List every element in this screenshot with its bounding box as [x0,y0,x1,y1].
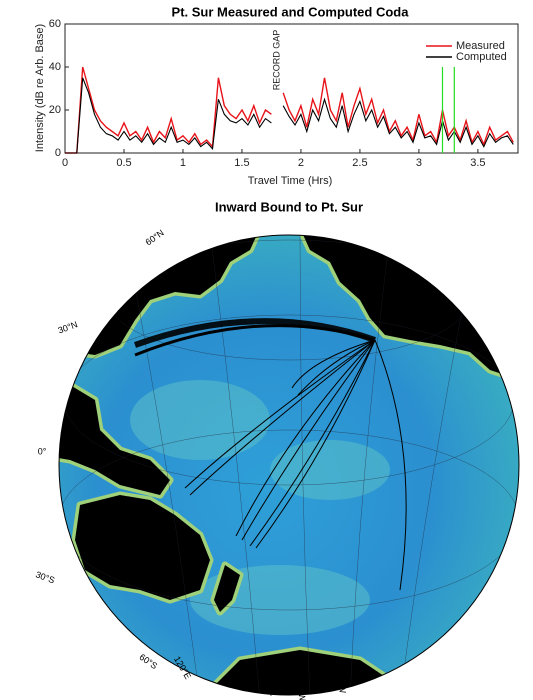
legend-label: Computed [456,51,507,63]
graticule-label: 60°S [137,652,159,671]
y-tick-label: 60 [49,18,61,30]
series-line [65,66,514,154]
graticule-label: 0° [38,446,47,456]
x-tick-label: 1 [180,157,186,169]
map-title: Inward Bound to Pt. Sur [215,199,363,214]
x-tick-label: 3 [416,157,422,169]
globe [59,235,519,695]
x-tick-label: 2 [298,157,304,169]
graticule-label: 30°S [34,569,56,585]
annotation: RECORD GAP [272,30,282,91]
chart-title: Pt. Sur Measured and Computed Coda [172,4,410,19]
x-tick-label: 0 [62,157,68,169]
graticule-label: 180°W [293,674,308,700]
series-line [65,77,514,154]
legend-label: Measured [456,40,505,52]
y-tick-label: 0 [55,147,61,159]
graticule-label: 30°N [57,319,79,335]
y-axis-label: Intensity (dB re Arb. Base) [34,24,46,152]
graticule-label: 150°W [333,666,348,695]
x-tick-label: 3.5 [470,157,485,169]
x-tick-label: 2.5 [352,157,367,169]
y-tick-label: 20 [49,104,61,116]
x-tick-label: 1.5 [234,157,249,169]
x-axis-label: Travel Time (Hrs) [248,175,333,187]
y-tick-label: 40 [49,61,61,73]
x-tick-label: 0.5 [116,157,131,169]
graticule-label: 60°N [144,228,166,248]
